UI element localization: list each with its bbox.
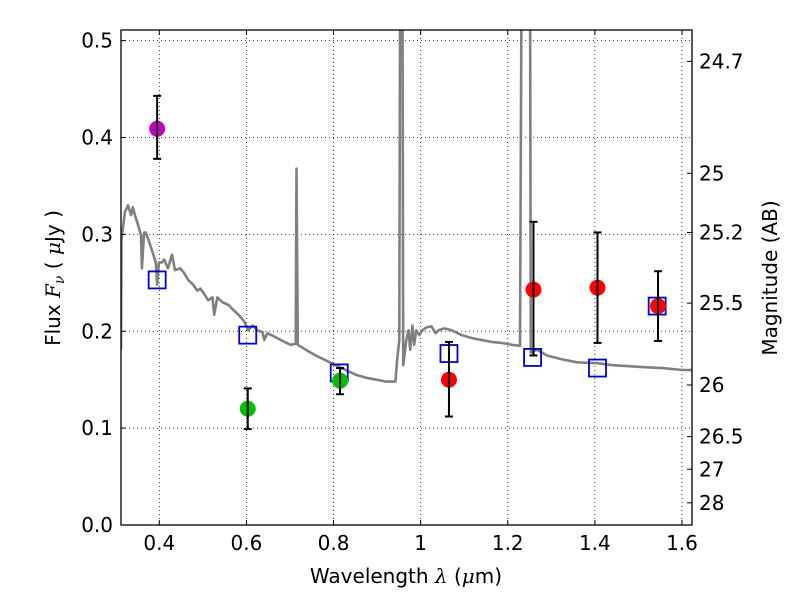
y-tick-label: 0.0 (81, 513, 113, 537)
grid-lines (121, 30, 692, 526)
plot-frame (120, 29, 693, 526)
x-axis-label: Wavelength λ (μm) (310, 564, 502, 588)
magnitude-axis-label: Magnitude (AB) (758, 200, 782, 355)
model-photometry-square (588, 358, 607, 378)
axis-ticks: 0.4 0.6 0.8 1 1.2 1.4 1.6 0.0 0.1 0.2 0.3 0.4 0.5 24.… (81, 29, 743, 555)
magnitude-tick-label: 24.7 (699, 49, 744, 73)
magnitude-tick-label: 26 (699, 373, 724, 397)
x-tick-label: 1.4 (579, 531, 611, 555)
magnitude-tick-label: 26.5 (699, 425, 744, 449)
lambda-symbol: λ (434, 564, 448, 588)
y-axis-label-text: Flux (41, 298, 65, 346)
magnitude-tick-label: 27 (699, 457, 724, 481)
magnitude-tick-label: 28 (699, 491, 724, 515)
flux-symbol: F (41, 283, 65, 299)
x-axis-label-text: Wavelength (310, 564, 435, 588)
x-axis-unit-mu: μ (462, 564, 475, 588)
model-photometry-square (147, 270, 167, 290)
y-axis-unit-mu: μ (41, 242, 65, 255)
spectrum-line (121, 30, 692, 383)
x-tick-label: 0.4 (143, 531, 175, 555)
x-tick-label: 0.6 (231, 531, 263, 555)
x-tick-label: 1.2 (492, 531, 524, 555)
magnitude-tick-label: 25.2 (699, 220, 744, 244)
y-axis-unit-rest: Jy ) (41, 210, 65, 244)
nu-subscript: ν (52, 275, 68, 284)
x-tick-label: 1 (414, 531, 427, 555)
y-axis-label: Flux Fν ( μJy ) (41, 210, 68, 346)
y-tick-label: 0.5 (81, 29, 113, 53)
x-tick-label: 0.8 (318, 531, 350, 555)
model-photometry-square (238, 325, 258, 345)
magnitude-tick-label: 25.5 (699, 291, 744, 315)
y-tick-label: 0.4 (81, 126, 113, 150)
y-tick-label: 0.1 (81, 416, 113, 440)
x-axis-unit-rest: m) (475, 564, 502, 588)
y-tick-label: 0.3 (81, 222, 113, 246)
x-axis-unit-open: ( (448, 564, 462, 588)
y-axis-unit-open: ( (41, 255, 65, 276)
x-tick-label: 1.6 (666, 531, 698, 555)
magnitude-tick-label: 25 (699, 161, 724, 185)
y-tick-label: 0.2 (81, 319, 113, 343)
plot-area (121, 30, 692, 431)
